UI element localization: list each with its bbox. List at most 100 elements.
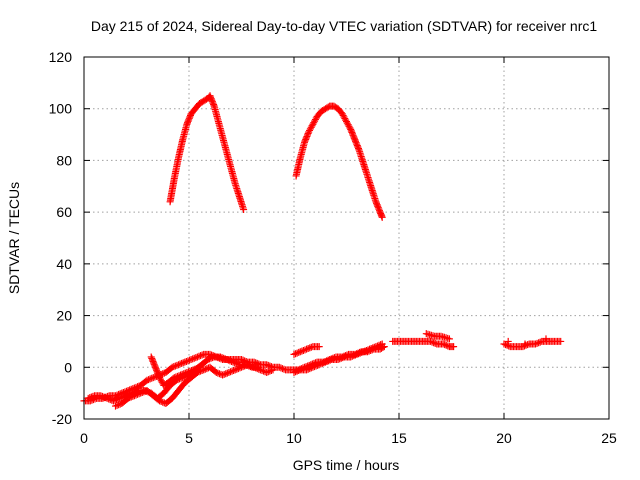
data-point bbox=[277, 364, 285, 372]
data-point bbox=[137, 389, 145, 397]
data-point bbox=[236, 364, 244, 372]
data-point bbox=[301, 346, 309, 354]
data-point bbox=[305, 128, 313, 136]
data-point bbox=[309, 120, 317, 128]
data-point bbox=[355, 350, 363, 358]
data-point bbox=[135, 390, 143, 398]
data-point bbox=[378, 213, 386, 221]
data-point bbox=[339, 354, 347, 362]
data-point bbox=[304, 345, 312, 353]
data-point bbox=[431, 339, 439, 347]
data-point bbox=[292, 368, 300, 376]
data-point bbox=[342, 116, 350, 124]
data-point bbox=[442, 341, 450, 349]
x-tick-label: 25 bbox=[601, 430, 617, 446]
data-point bbox=[308, 122, 316, 130]
data-point bbox=[450, 343, 458, 351]
data-point bbox=[295, 348, 303, 356]
data-point bbox=[124, 394, 132, 402]
data-point bbox=[200, 366, 208, 374]
data-point bbox=[441, 341, 449, 349]
data-point bbox=[233, 365, 241, 373]
series-seg-15-18 bbox=[389, 330, 458, 351]
y-tick-label: 40 bbox=[56, 256, 72, 272]
data-point bbox=[347, 353, 355, 361]
data-point bbox=[311, 116, 319, 124]
data-point bbox=[193, 353, 201, 361]
data-point bbox=[269, 366, 277, 374]
data-point bbox=[317, 360, 325, 368]
data-point bbox=[126, 394, 134, 402]
data-point bbox=[189, 355, 197, 363]
data-point bbox=[303, 345, 311, 353]
series-low-3 bbox=[112, 361, 277, 410]
data-point bbox=[241, 362, 249, 370]
data-point bbox=[310, 119, 318, 127]
data-point bbox=[192, 354, 200, 362]
data-point bbox=[322, 358, 329, 366]
data-point bbox=[343, 119, 351, 127]
data-point bbox=[157, 377, 165, 385]
data-point bbox=[252, 364, 260, 372]
data-point bbox=[130, 392, 138, 400]
x-tick-label: 20 bbox=[496, 430, 512, 446]
data-point bbox=[87, 393, 95, 401]
data-point bbox=[181, 369, 189, 377]
data-point bbox=[156, 397, 164, 405]
data-point bbox=[264, 368, 272, 376]
data-point bbox=[98, 392, 106, 400]
series-low-5 bbox=[290, 340, 386, 376]
data-point bbox=[430, 339, 438, 347]
data-point bbox=[266, 367, 274, 375]
data-point bbox=[209, 354, 217, 362]
data-point bbox=[312, 362, 320, 370]
data-point bbox=[234, 365, 242, 373]
data-point bbox=[173, 372, 181, 380]
data-point bbox=[115, 401, 123, 409]
data-point bbox=[306, 125, 314, 133]
data-point bbox=[204, 356, 212, 364]
y-tick-label: 120 bbox=[49, 49, 73, 65]
data-point bbox=[113, 401, 121, 409]
data-point bbox=[178, 370, 186, 378]
data-point bbox=[187, 356, 195, 364]
data-point bbox=[353, 350, 361, 358]
data-point bbox=[504, 337, 512, 345]
data-point bbox=[326, 356, 334, 364]
data-point bbox=[138, 388, 146, 396]
series-low-4 bbox=[147, 353, 203, 389]
data-point bbox=[145, 376, 153, 384]
data-point bbox=[219, 371, 227, 379]
data-point bbox=[295, 367, 303, 375]
data-point bbox=[292, 350, 300, 358]
data-point bbox=[191, 365, 199, 373]
data-point bbox=[536, 338, 544, 346]
data-point bbox=[180, 370, 188, 378]
data-point bbox=[228, 357, 236, 365]
data-point bbox=[307, 123, 315, 131]
data-point bbox=[132, 391, 140, 399]
data-point bbox=[190, 354, 198, 362]
data-point bbox=[258, 367, 266, 375]
data-point bbox=[173, 361, 181, 369]
data-point bbox=[290, 350, 298, 358]
chart-title: Day 215 of 2024, Sidereal Day-to-day VTE… bbox=[91, 18, 597, 34]
data-point bbox=[337, 354, 345, 362]
data-point bbox=[522, 341, 530, 349]
data-point bbox=[225, 368, 233, 376]
x-tick-label: 0 bbox=[80, 430, 88, 446]
data-point bbox=[222, 370, 230, 378]
data-point bbox=[311, 117, 319, 125]
data-point bbox=[249, 363, 257, 371]
data-point bbox=[247, 362, 255, 370]
data-point bbox=[362, 346, 370, 354]
data-point bbox=[375, 341, 383, 349]
data-point bbox=[224, 356, 232, 364]
data-point bbox=[205, 355, 213, 363]
y-tick-label: 60 bbox=[56, 204, 72, 220]
data-point bbox=[229, 358, 237, 366]
data-point bbox=[378, 340, 386, 348]
data-point bbox=[367, 345, 375, 353]
data-point bbox=[143, 376, 151, 384]
data-point bbox=[307, 364, 315, 372]
